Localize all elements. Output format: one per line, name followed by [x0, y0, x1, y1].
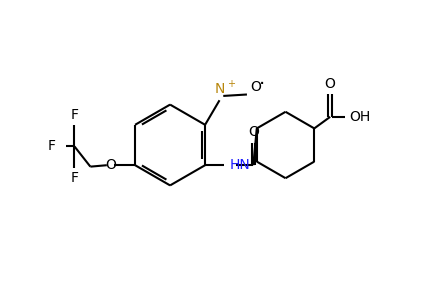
Text: O: O	[105, 158, 116, 172]
Text: HN: HN	[229, 158, 250, 172]
Text: N: N	[214, 82, 225, 96]
Text: OH: OH	[349, 110, 370, 124]
Text: F: F	[48, 139, 56, 153]
Text: ·: ·	[259, 75, 266, 94]
Text: F: F	[70, 108, 78, 122]
Text: O: O	[325, 77, 336, 91]
Text: O: O	[248, 125, 259, 139]
Text: F: F	[70, 171, 78, 185]
Text: +: +	[227, 79, 235, 89]
Text: O: O	[250, 81, 261, 95]
